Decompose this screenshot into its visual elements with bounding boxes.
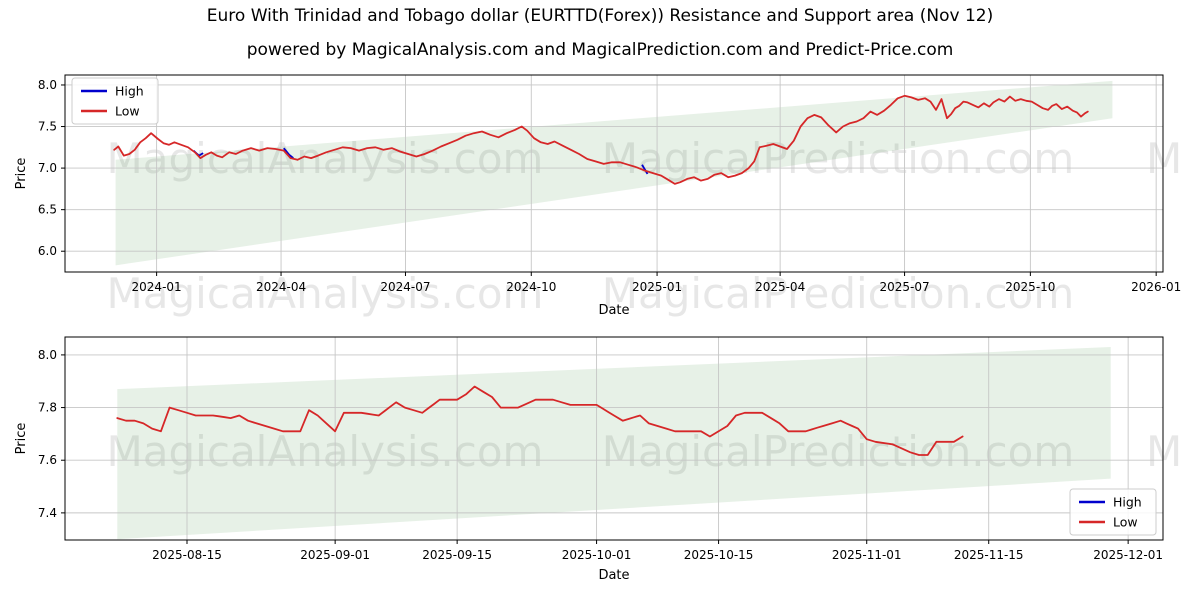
y-axis-title: Price xyxy=(14,423,29,455)
figure-subtitle: powered by MagicalAnalysis.com and Magic… xyxy=(246,40,954,60)
x-axis-title: Date xyxy=(598,303,629,318)
legend-label-low: Low xyxy=(115,104,140,119)
plot-border xyxy=(64,336,1164,541)
x-tick-label: 2024-01 xyxy=(132,280,182,294)
x-tick-label: 2025-10-01 xyxy=(562,548,632,562)
x-tick-label: 2025-04 xyxy=(755,280,805,294)
y-tick-label: 7.0 xyxy=(38,161,57,175)
legend-label-high: High xyxy=(115,84,144,99)
legend-label-high: High xyxy=(1113,495,1142,510)
x-tick-label: 2025-10-15 xyxy=(684,548,754,562)
low-line xyxy=(116,385,964,456)
y-tick-label: 8.0 xyxy=(38,348,57,362)
x-tick-label: 2025-11-15 xyxy=(954,548,1024,562)
x-tick-label: 2026-01 xyxy=(1131,280,1181,294)
legend-label-low: Low xyxy=(1113,515,1138,530)
y-tick-label: 7.6 xyxy=(38,453,57,467)
y-axis-title: Price xyxy=(14,158,29,190)
y-tick-label: 8.0 xyxy=(38,78,57,92)
x-tick-label: 2024-04 xyxy=(256,280,306,294)
low-line xyxy=(113,94,1089,185)
x-axis-title: Date xyxy=(598,568,629,583)
high-line-segment xyxy=(641,164,649,175)
legend-box xyxy=(71,77,159,125)
price-chart-recent: 2025-08-15 2025-09-01 2025-09-15 2025-10-01… xyxy=(14,336,1164,583)
y-tick-label: 6.5 xyxy=(38,203,57,217)
x-tick-label: 2025-11-01 xyxy=(832,548,902,562)
y-tick-label: 7.4 xyxy=(38,506,57,520)
x-tick-label: 2024-07 xyxy=(380,280,430,294)
x-tick-label: 2025-01 xyxy=(632,280,682,294)
x-tick-label: 2025-10 xyxy=(1005,280,1055,294)
figure-title: Euro With Trinidad and Tobago dollar (EU… xyxy=(206,6,994,26)
x-tick-label: 2025-07 xyxy=(879,280,929,294)
y-tick-label: 7.8 xyxy=(38,401,57,415)
x-tick-label: 2025-08-15 xyxy=(152,548,222,562)
y-tick-label: 7.5 xyxy=(38,120,57,134)
x-tick-label: 2025-09-15 xyxy=(422,548,492,562)
support-resistance-band xyxy=(115,80,1113,266)
support-resistance-band xyxy=(117,347,1111,540)
y-tick-label: 6.0 xyxy=(38,244,57,258)
x-tick-label: 2025-09-01 xyxy=(300,548,370,562)
high-line-segment xyxy=(283,147,294,159)
x-tick-label: 2025-12-01 xyxy=(1093,548,1163,562)
plot-border xyxy=(64,74,1164,273)
x-tick-label: 2024-10 xyxy=(506,280,556,294)
price-chart-full-history: 2024-01 2024-04 2024-07 2024-10 2025-01 2025-… xyxy=(14,74,1181,318)
legend-box xyxy=(1069,488,1157,536)
